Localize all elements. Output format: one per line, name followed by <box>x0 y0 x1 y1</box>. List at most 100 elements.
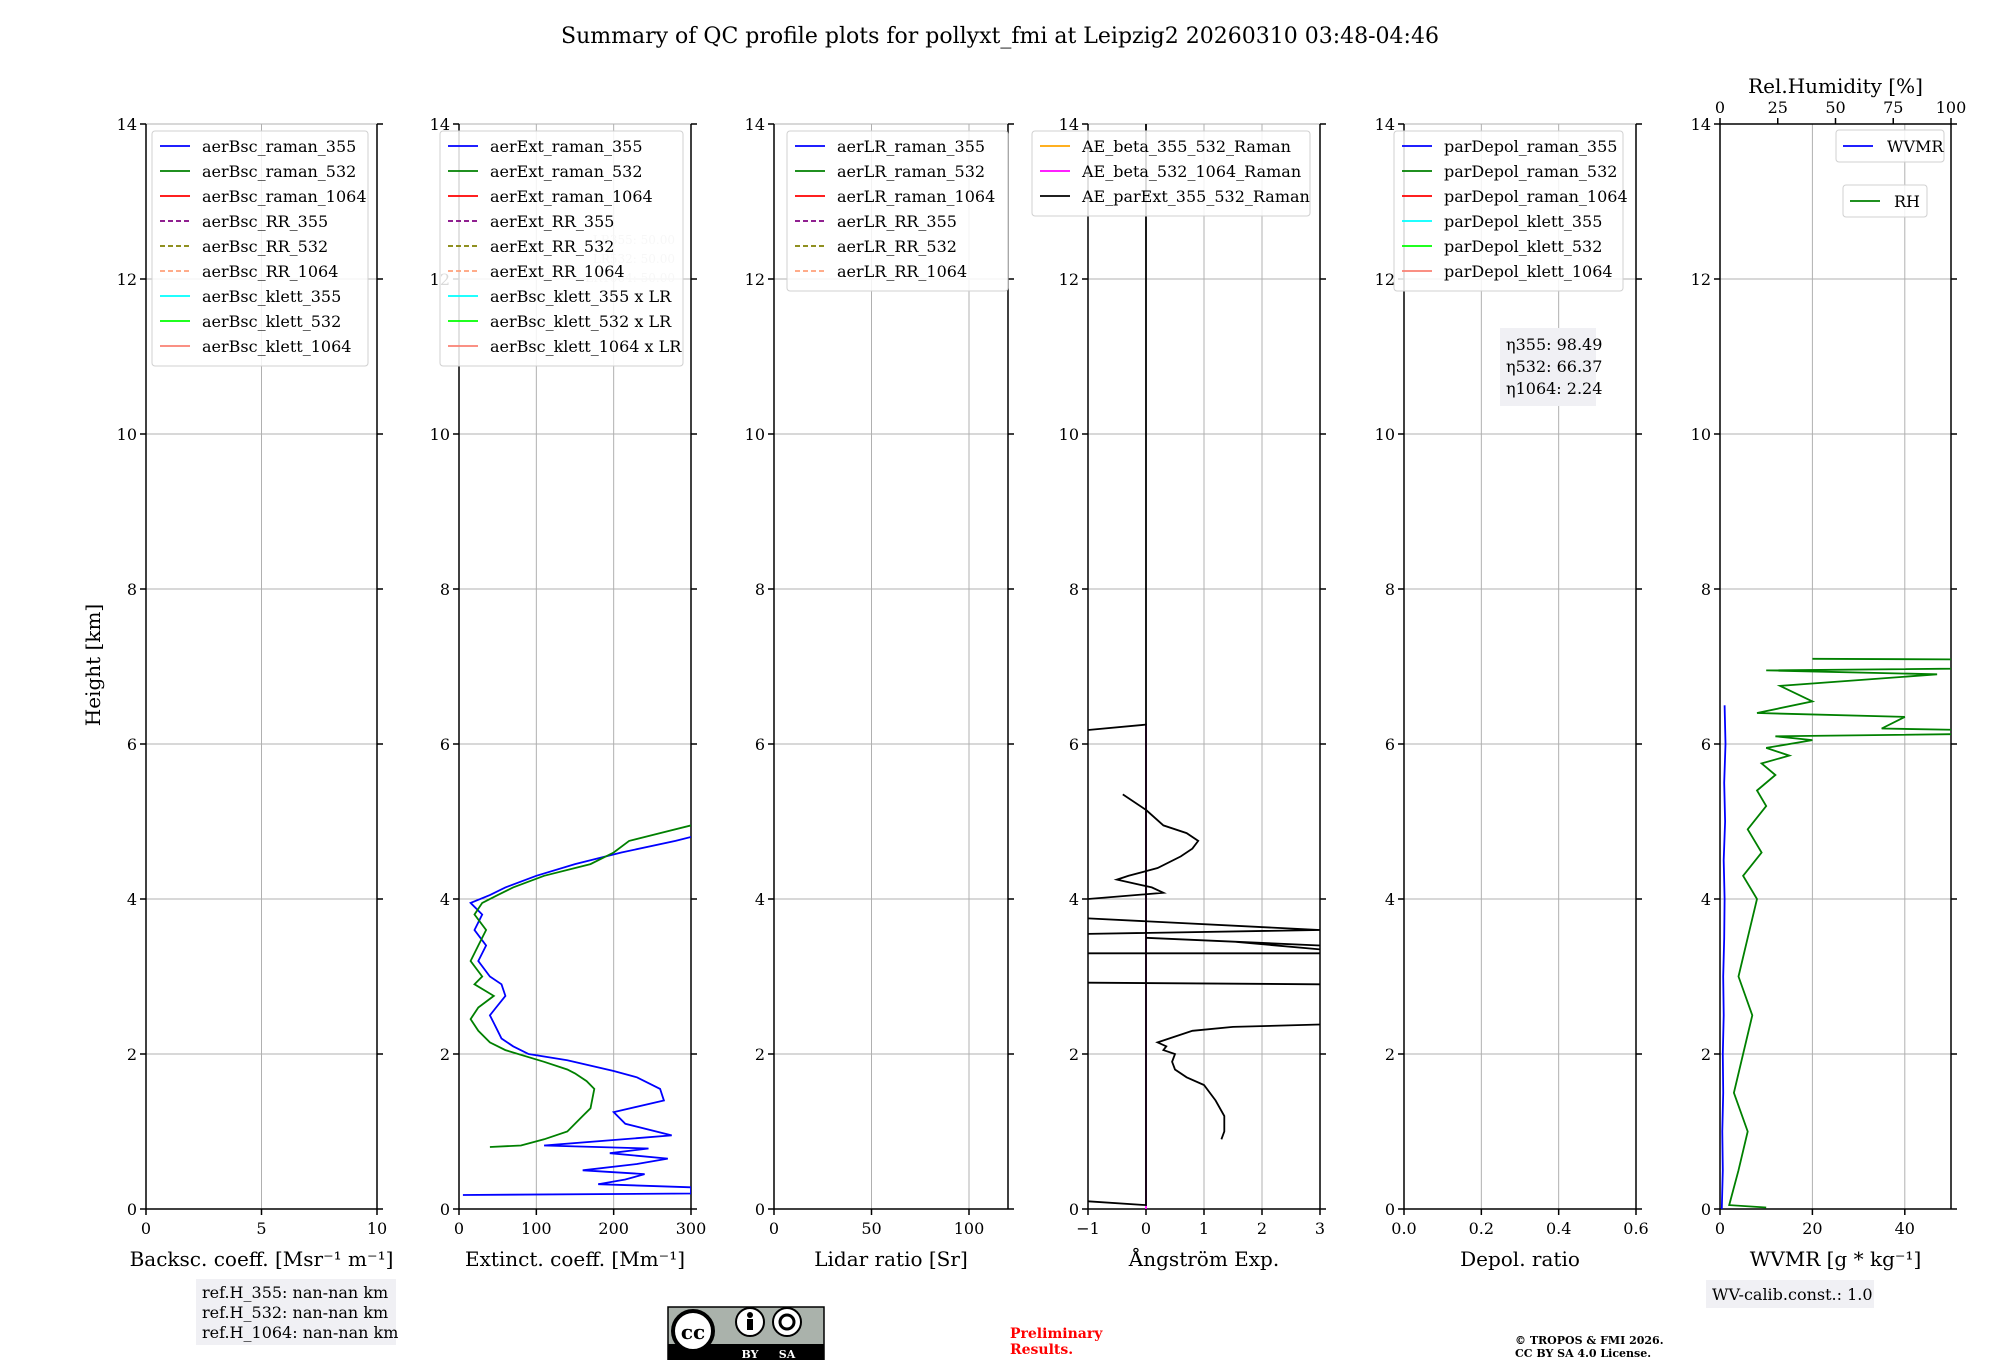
legend-label: parDepol_klett_532 <box>1444 237 1602 256</box>
x-tick-label: 10 <box>367 1219 387 1238</box>
legend-frame <box>1835 129 1945 163</box>
legend-label: aerLR_RR_532 <box>837 237 957 256</box>
x-tick-label: 5 <box>256 1219 266 1238</box>
y-tick-label: 0 <box>755 1200 765 1219</box>
chart-title: Summary of QC profile plots for pollyxt_… <box>561 24 1439 49</box>
x-axis-label: Backsc. coeff. [Msr⁻¹ m⁻¹] <box>130 1247 394 1271</box>
x-tick-label: 1 <box>1199 1219 1209 1238</box>
series-group <box>462 824 691 1196</box>
legend-label: aerBsc_klett_532 <box>202 312 341 331</box>
y-tick-label: 14 <box>1375 115 1395 134</box>
x-tick-label: 0.4 <box>1546 1219 1571 1238</box>
legend-depol: parDepol_raman_355 parDepol_raman_532 parD… <box>1393 130 1628 292</box>
y-tick-label: 10 <box>430 425 450 444</box>
y-axis-label: Height [km] <box>81 604 105 726</box>
by-person-head <box>747 1312 753 1318</box>
panel-ext: 024681012140100200300Extinct. coeff. [Mm… <box>430 115 707 1271</box>
series-line-aerExt_raman_355 <box>462 836 691 1196</box>
y-tick-label: 6 <box>1069 735 1079 754</box>
y-tick-label: 2 <box>127 1045 137 1064</box>
top-x-tick-label: 100 <box>1936 98 1967 117</box>
y-tick-label: 10 <box>117 425 137 444</box>
legend-label: parDepol_raman_1064 <box>1444 187 1628 206</box>
y-tick-label: 2 <box>440 1045 450 1064</box>
top-x-tick-label: 50 <box>1825 98 1845 117</box>
x-axis-label: Lidar ratio [Sr] <box>814 1247 968 1271</box>
top-x-tick-label: 0 <box>1715 98 1725 117</box>
series-line-AE_parExt_355_532_Raman_upper <box>1088 793 1200 900</box>
series-line-AE_parExt_355_532_Raman_mid <box>1155 1023 1320 1140</box>
y-tick-label: 12 <box>745 270 765 289</box>
y-tick-label: 12 <box>1375 270 1395 289</box>
legend-label: aerBsc_klett_1064 <box>202 337 351 356</box>
legend-label: AE_beta_355_532_Raman <box>1081 137 1291 156</box>
legend-label: aerBsc_RR_355 <box>202 212 328 231</box>
series-line-aerExt_raman_532 <box>469 824 691 1148</box>
legend-frame <box>786 130 1009 292</box>
legend-label: parDepol_klett_1064 <box>1444 262 1613 281</box>
x-tick-label: 0.0 <box>1391 1219 1416 1238</box>
legend-label: aerBsc_raman_355 <box>202 137 356 156</box>
legend-label: aerLR_raman_355 <box>837 137 985 156</box>
legend-ae: AE_beta_355_532_Raman AE_beta_532_1064_Ra… <box>1031 130 1311 217</box>
y-tick-label: 0 <box>440 1200 450 1219</box>
x-tick-label: 300 <box>676 1219 707 1238</box>
x-tick-label: −1 <box>1076 1219 1100 1238</box>
y-tick-label: 12 <box>1059 270 1079 289</box>
badge-sa-label: SA <box>779 1348 796 1360</box>
x-axis-label: Extinct. coeff. [Mm⁻¹] <box>465 1247 685 1271</box>
cc-logo-text: cc <box>681 1320 705 1344</box>
by-person-body <box>747 1319 753 1330</box>
legend-bsc: aerBsc_raman_355 aerBsc_raman_532 aerBsc_r… <box>151 130 369 367</box>
legend-label: aerLR_raman_532 <box>837 162 985 181</box>
y-tick-label: 8 <box>1701 580 1711 599</box>
x-axis-label: Ångström Exp. <box>1128 1246 1279 1271</box>
x-tick-label: 40 <box>1895 1219 1915 1238</box>
series-line-AE_parExt_355_532_Raman_band <box>1088 981 1320 986</box>
refH-line-3: ref.H_1064: nan-nan km <box>202 1323 398 1342</box>
legend-label: aerBsc_RR_532 <box>202 237 328 256</box>
y-tick-label: 10 <box>1059 425 1079 444</box>
cc-license-badge: cc BY SA <box>667 1306 825 1360</box>
y-tick-label: 2 <box>1385 1045 1395 1064</box>
sa-share-arc <box>778 1313 796 1331</box>
y-tick-label: 4 <box>440 890 450 909</box>
x-tick-label: 0 <box>141 1219 151 1238</box>
y-tick-label: 2 <box>1701 1045 1711 1064</box>
y-tick-label: 4 <box>755 890 765 909</box>
y-tick-label: 0 <box>1069 1200 1079 1219</box>
y-tick-label: 8 <box>127 580 137 599</box>
legend-frame <box>151 130 369 367</box>
x-tick-label: 2 <box>1257 1219 1267 1238</box>
y-tick-label: 8 <box>440 580 450 599</box>
legend-label: aerExt_RR_1064 <box>490 262 625 281</box>
refH-box: ref.H_355: nan-nan km ref.H_532: nan-nan… <box>196 1279 398 1345</box>
copyright-line-1: © TROPOS & FMI 2026. <box>1515 1334 1664 1347</box>
panel-depol: 0 2 4 6 8 10 12 14 0.0 0.2 0.4 0.6 Depol. ratio parDe… <box>1375 115 1649 1271</box>
x-tick-label: 50 <box>861 1219 881 1238</box>
eta-value: η1064: 2.24 <box>1506 379 1602 398</box>
y-tick-label: 6 <box>440 735 450 754</box>
legend-frame <box>439 130 684 367</box>
legend-label: aerExt_raman_1064 <box>490 187 653 206</box>
x-tick-label: 0 <box>1715 1219 1725 1238</box>
sa-share-icon <box>772 1307 802 1337</box>
legend-label: AE_beta_532_1064_Raman <box>1081 162 1301 181</box>
y-tick-label: 4 <box>127 890 137 909</box>
x-tick-label: 0 <box>1141 1219 1151 1238</box>
x-tick-label: 0.2 <box>1469 1219 1494 1238</box>
series-line-AE_parExt_355_532_Raman_band4 <box>1088 917 1320 935</box>
legend-ext: aerExt_raman_355 aerExt_raman_532 aerExt_r… <box>439 130 684 367</box>
series-line-WVMR <box>1720 705 1727 1209</box>
y-tick-label: 14 <box>745 115 765 134</box>
preliminary-line-1: Preliminary <box>1010 1326 1103 1342</box>
x-axis-label: Depol. ratio <box>1460 1247 1580 1271</box>
series-line-RH <box>1728 657 1951 1209</box>
y-tick-label: 6 <box>755 735 765 754</box>
x-tick-label: 0 <box>769 1219 779 1238</box>
y-tick-label: 10 <box>1691 425 1711 444</box>
y-tick-label: 8 <box>755 580 765 599</box>
